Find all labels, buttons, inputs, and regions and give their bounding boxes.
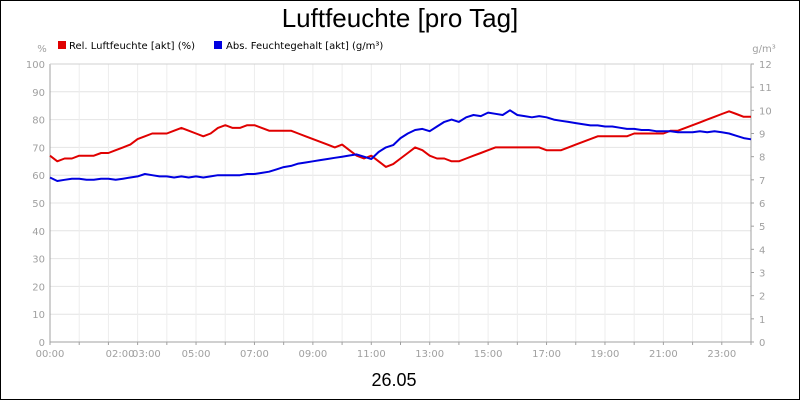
series-line-abs-humidity: [49, 109, 752, 182]
left-tick-label: 30: [32, 255, 45, 266]
x-tick-label: 07:00: [240, 349, 269, 360]
x-tick-label: 19:00: [591, 349, 620, 360]
series-line-rel-humidity: [49, 110, 751, 168]
axes: [49, 63, 754, 345]
left-tick-label: 60: [32, 171, 45, 182]
chart-title: Luftfeuchte [pro Tag]: [282, 3, 519, 33]
right-tick-label: 11: [759, 83, 772, 94]
x-axis-date-label: 26.05: [371, 370, 416, 390]
left-tick-label: 90: [32, 88, 45, 99]
x-tick-label: 09:00: [298, 349, 327, 360]
right-tick-label: 5: [759, 222, 765, 233]
left-tick-label: 20: [32, 282, 45, 293]
right-tick-label: 1: [759, 315, 765, 326]
right-tick-label: 9: [759, 130, 765, 141]
x-tick-label: 13:00: [415, 349, 444, 360]
right-tick-label: 6: [759, 199, 765, 210]
x-tick-label: 00:00: [36, 349, 65, 360]
x-tick-label: 15:00: [474, 349, 503, 360]
right-tick-label: 8: [759, 153, 765, 164]
legend-label-rel-humidity: Rel. Luftfeuchte [akt] (%): [69, 41, 195, 52]
right-tick-label: 3: [759, 269, 765, 280]
x-tick-label: 17:00: [532, 349, 561, 360]
right-axis-unit: g/m³: [752, 44, 775, 55]
x-tick-label: 23:00: [707, 349, 736, 360]
left-tick-label: 40: [32, 227, 45, 238]
series-lines: [49, 109, 752, 182]
left-tick-label: 0: [39, 338, 45, 349]
x-tick-label: 03:00: [132, 349, 161, 360]
left-tick-label: 50: [32, 199, 45, 210]
left-tick-label: 10: [32, 310, 45, 321]
x-tick-label: 02:00: [106, 349, 135, 360]
right-tick-label: 4: [759, 245, 765, 256]
left-axis-unit: %: [37, 44, 47, 55]
legend-swatch-rel-humidity: [58, 41, 66, 49]
legend-label-abs-humidity: Abs. Feuchtegehalt [akt] (g/m³): [226, 41, 383, 52]
tick-labels: 0102030405060708090100012345678910111200…: [26, 60, 772, 360]
right-tick-label: 7: [759, 176, 765, 187]
left-tick-label: 100: [26, 60, 45, 71]
left-tick-label: 80: [32, 116, 45, 127]
right-tick-label: 2: [759, 292, 765, 303]
legend: Rel. Luftfeuchte [akt] (%) Abs. Feuchteg…: [58, 41, 383, 52]
right-tick-label: 0: [759, 338, 765, 349]
right-tick-label: 12: [759, 60, 772, 71]
legend-swatch-abs-humidity: [214, 41, 222, 49]
x-tick-label: 05:00: [182, 349, 211, 360]
right-tick-label: 10: [759, 106, 772, 117]
x-tick-label: 21:00: [649, 349, 678, 360]
grid: [49, 63, 752, 343]
left-tick-label: 70: [32, 143, 45, 154]
x-tick-label: 11:00: [357, 349, 386, 360]
